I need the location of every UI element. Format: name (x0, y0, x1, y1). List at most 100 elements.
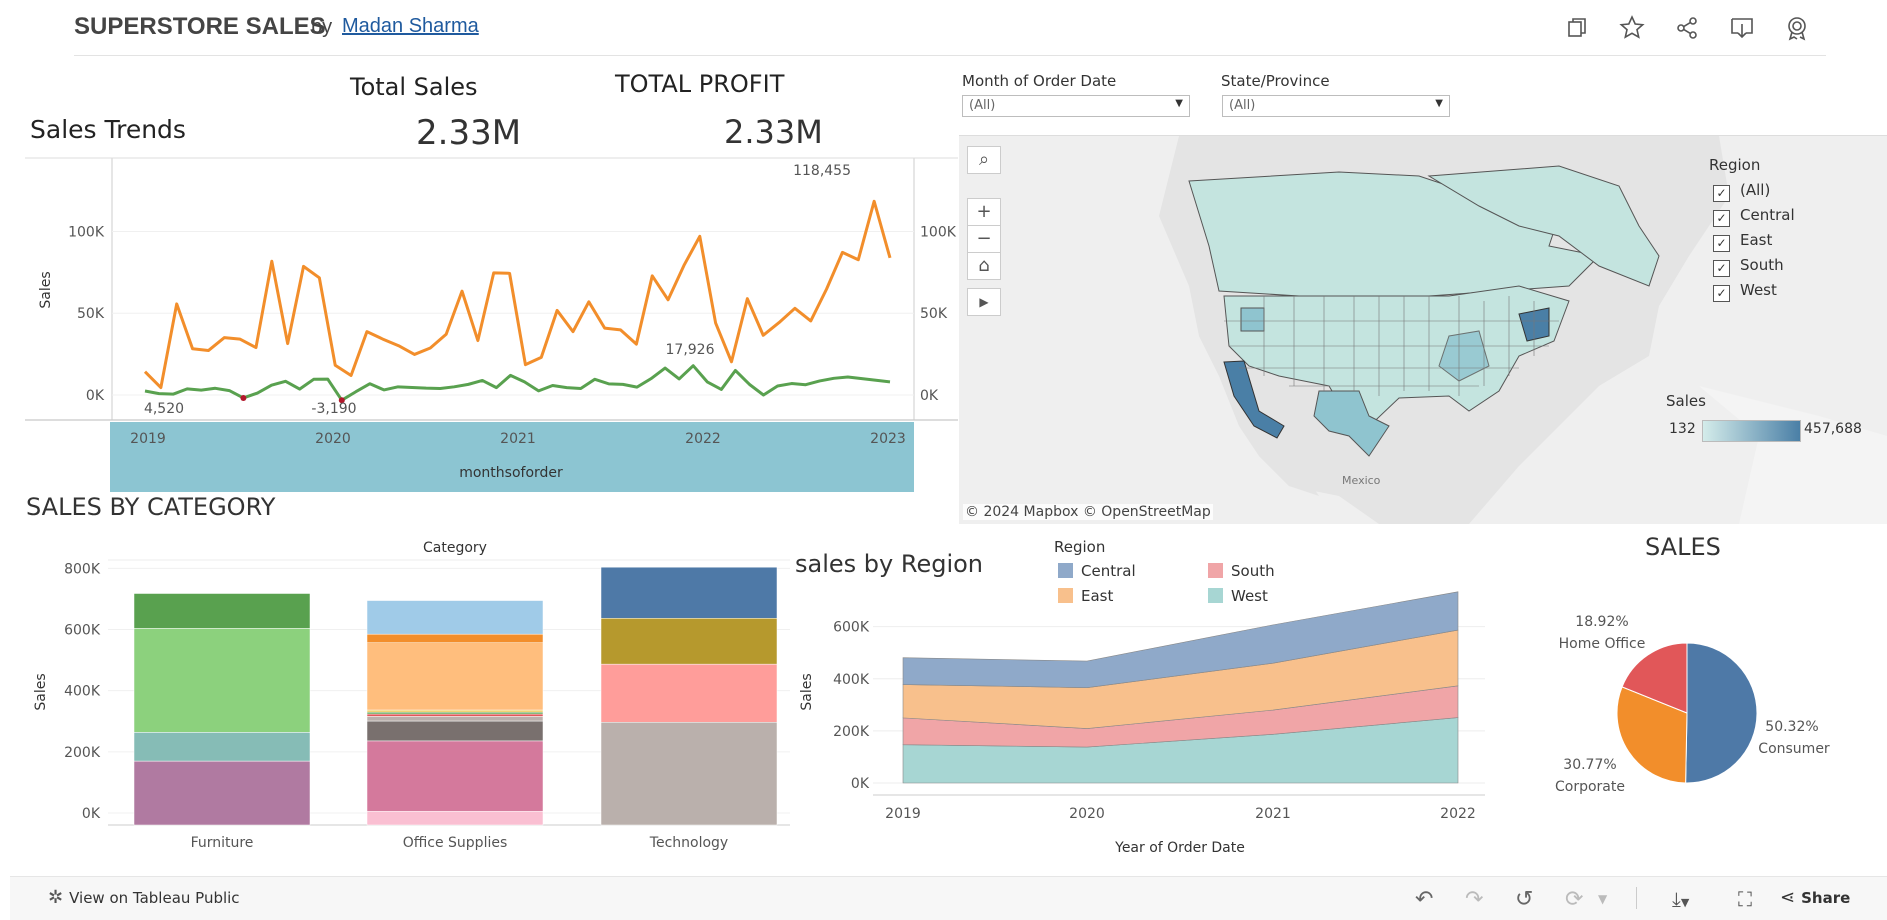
legend-item-south[interactable]: South (1208, 562, 1275, 580)
map-pan-button[interactable]: ▶ (967, 288, 1001, 316)
badge-icon[interactable] (1783, 14, 1811, 42)
revert-icon[interactable]: ↺ (1515, 887, 1534, 912)
category-bar-segment[interactable] (366, 709, 544, 713)
profit-negative-point[interactable] (338, 397, 345, 404)
pie-slice-corporate[interactable] (1616, 686, 1688, 784)
map-attribution[interactable]: © 2024 Mapbox © OpenStreetMap (963, 504, 1213, 520)
share-button[interactable]: ⋖ Share (1780, 887, 1851, 908)
profit-line[interactable] (144, 364, 891, 402)
legend-swatch (1208, 588, 1223, 603)
legend-swatch (1058, 563, 1073, 578)
y-tick-label: 400K (64, 684, 101, 700)
california-region (1223, 360, 1285, 439)
region-filter-east[interactable]: ✓ East (1713, 228, 1795, 253)
category-bar-segment[interactable] (366, 810, 544, 826)
x-tick-label: 2019 (130, 431, 166, 447)
checkbox-checked-icon: ✓ (1713, 185, 1730, 202)
y-tick-label-right: 50K (920, 306, 948, 322)
fullscreen-icon[interactable]: ⛶ (1738, 887, 1752, 911)
category-bar-segment[interactable] (366, 633, 544, 643)
undo-icon[interactable]: ↶ (1415, 887, 1434, 912)
area-central[interactable] (902, 591, 1459, 688)
region-filter-central[interactable]: ✓ Central (1713, 203, 1795, 228)
copy-icon[interactable] (1563, 14, 1591, 42)
x-tick-label: Technology (649, 835, 728, 851)
y-tick-label: 600K (64, 623, 101, 639)
checkbox-checked-icon: ✓ (1713, 210, 1730, 227)
home-icon: ⌂ (978, 255, 990, 276)
area-legend-title: Region (1054, 538, 1106, 556)
region-filter-west[interactable]: ✓ West (1713, 278, 1795, 303)
sales-trends-chart: 0K 0K 50K 50K 100K 100K 2019 2020 2021 2022 2023 S… (25, 157, 958, 492)
view-on-tableau-link[interactable]: ✲ View on Tableau Public (48, 887, 240, 908)
texas-region (1313, 390, 1390, 457)
legend-item-central[interactable]: Central (1058, 562, 1136, 580)
sales-line[interactable] (143, 199, 892, 390)
region-filter-south[interactable]: ✓ South (1713, 253, 1795, 278)
y-tick-label: 0K (86, 388, 105, 404)
map-search-button[interactable]: ⌕ (967, 146, 1001, 174)
sales-map[interactable]: ⌕ + − ⌂ ▶ Mexico © 2024 Mapbox © OpenStr… (959, 135, 1887, 524)
state-filter-select[interactable]: (All) ▼ (1222, 95, 1450, 117)
map-zoom-in-button[interactable]: + (967, 198, 1001, 226)
author-link[interactable]: Madan Sharma (342, 15, 479, 37)
category-bar-segment[interactable] (366, 716, 544, 722)
legend-item-east[interactable]: East (1058, 587, 1113, 605)
x-tick-label: 2020 (1069, 806, 1105, 822)
y-tick-label: 600K (833, 620, 870, 636)
legend-swatch (1058, 588, 1073, 603)
category-bar-segment[interactable] (366, 720, 544, 742)
category-bar-segment[interactable] (600, 618, 778, 665)
zoom-out-icon: − (976, 228, 992, 249)
month-filter-select[interactable]: (All) ▼ (962, 95, 1190, 117)
star-icon[interactable] (1618, 14, 1646, 42)
category-bar-segment[interactable] (133, 628, 311, 733)
y-tick-label: 100K (68, 224, 105, 240)
map-zoom-out-button[interactable]: − (967, 225, 1001, 253)
pie-slice-home-office[interactable] (1621, 642, 1688, 714)
category-bar-segment[interactable] (366, 740, 544, 812)
state-filter-label: State/Province (1221, 72, 1330, 90)
map-home-button[interactable]: ⌂ (967, 252, 1001, 280)
category-bar-segment[interactable] (600, 663, 778, 723)
dropdown-icon[interactable]: ▼ (1598, 892, 1608, 906)
sales-legend-gradient (1702, 420, 1801, 442)
category-header: Category (423, 540, 487, 556)
x-tick-label: 2022 (1440, 806, 1476, 822)
state-borders (1224, 296, 1559, 396)
search-icon: ⌕ (978, 149, 990, 170)
share-icon[interactable] (1673, 14, 1701, 42)
category-bar-segment[interactable] (133, 593, 311, 629)
chevron-down-icon: ▼ (1175, 98, 1183, 109)
category-bar-segment[interactable] (600, 721, 778, 826)
category-bar-segment[interactable] (366, 642, 544, 711)
legend-swatch (1208, 563, 1223, 578)
legend-item-west[interactable]: West (1208, 587, 1268, 605)
dashboard-title: SUPERSTORE SALES (74, 13, 326, 40)
annotation-peak: 118,455 (793, 163, 851, 179)
category-bar-segment[interactable] (366, 600, 544, 635)
region-legend: ✓ (All) ✓ Central ✓ East ✓ South ✓ West (1713, 178, 1795, 303)
category-bar-segment[interactable] (366, 711, 544, 715)
midwest-region (1438, 330, 1490, 382)
profit-negative-point[interactable] (240, 394, 247, 401)
download-icon[interactable] (1728, 14, 1756, 42)
zoom-in-icon: + (976, 201, 992, 222)
category-bar-segment[interactable] (133, 732, 311, 762)
region-filter-all[interactable]: ✓ (All) (1713, 178, 1795, 203)
map-canvas (959, 136, 1887, 524)
pie-slice-consumer[interactable] (1685, 642, 1758, 784)
y-axis-title: Sales (38, 271, 54, 308)
y-tick-label: 50K (77, 306, 105, 322)
checkbox-checked-icon: ✓ (1713, 260, 1730, 277)
category-bar-segment[interactable] (600, 566, 778, 619)
download-icon[interactable]: ⤓▼ (1672, 887, 1690, 911)
redo-icon[interactable]: ↷ (1465, 887, 1484, 912)
x-axis-band (110, 422, 914, 492)
x-tick-label: 2019 (885, 806, 921, 822)
category-bar-segment[interactable] (366, 713, 544, 717)
y-tick-label: 200K (64, 745, 101, 761)
refresh-icon[interactable]: ⟳ (1565, 887, 1584, 912)
x-tick-label: 2020 (315, 431, 351, 447)
category-bar-segment[interactable] (133, 760, 311, 826)
